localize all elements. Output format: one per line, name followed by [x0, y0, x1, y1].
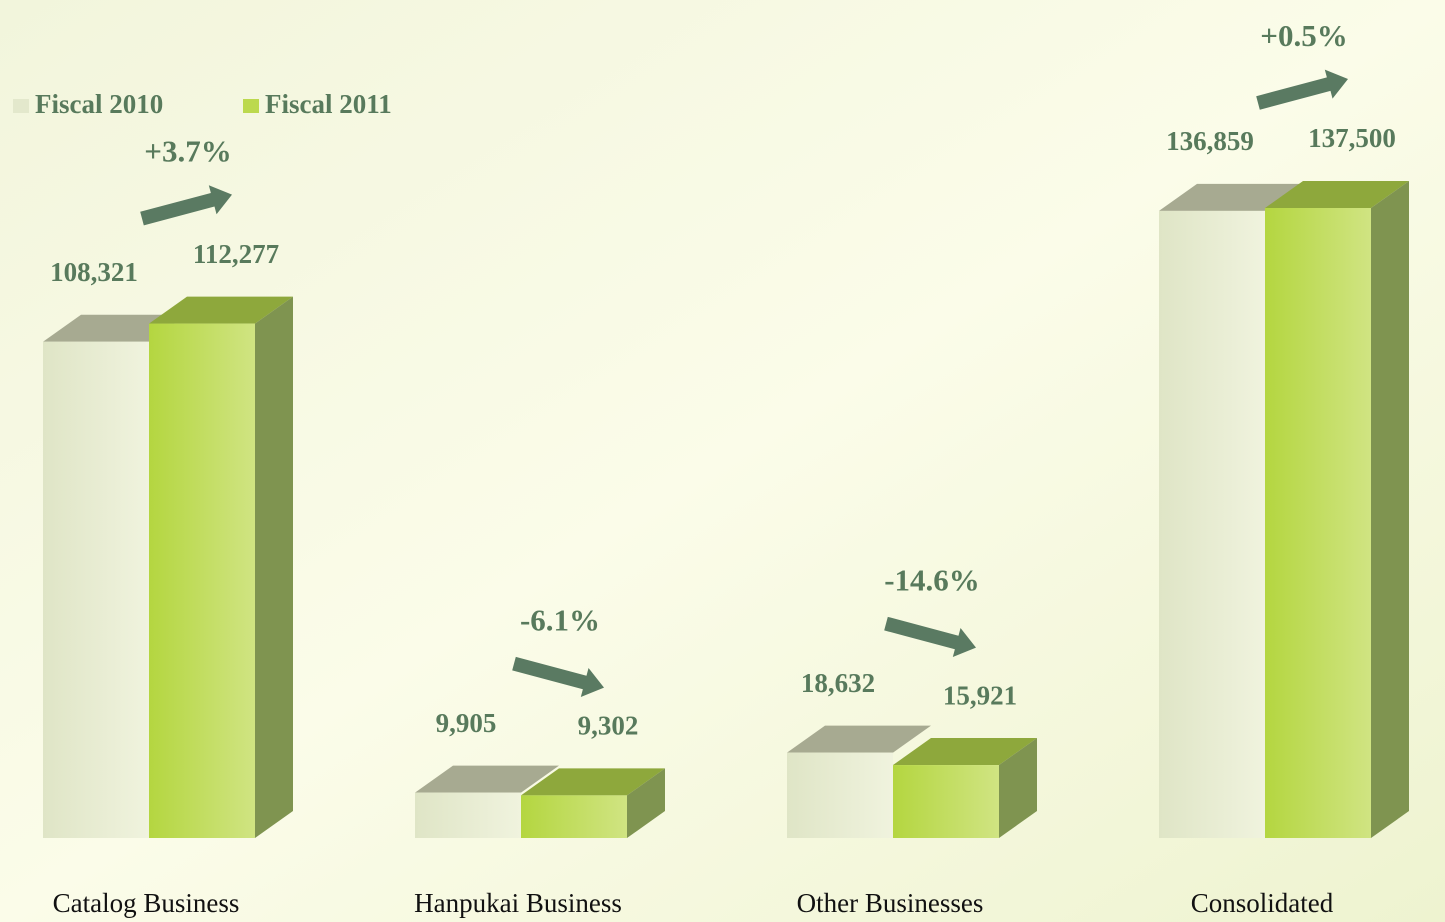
legend-swatch	[243, 99, 259, 113]
value-label: 15,921	[943, 680, 1017, 710]
category-label: Other Businesses	[797, 888, 984, 918]
arrow-shape	[140, 185, 233, 226]
bar-top	[521, 768, 665, 796]
bar	[43, 341, 149, 838]
bar-side	[255, 296, 293, 838]
arrow-shape	[884, 616, 977, 657]
bar-top	[149, 296, 293, 324]
category-label: Catalog Business	[53, 888, 240, 918]
legend-swatch	[13, 99, 29, 113]
bar	[521, 795, 627, 838]
change-label: +3.7%	[144, 134, 231, 169]
bar-side	[627, 768, 665, 838]
bar-top	[415, 765, 559, 793]
value-label: 112,277	[193, 239, 279, 269]
change-label: -6.1%	[520, 603, 600, 638]
bar	[415, 792, 521, 838]
change-label: -14.6%	[884, 563, 980, 598]
category-label: Consolidated	[1191, 888, 1334, 918]
value-label: 137,500	[1308, 123, 1396, 153]
bar	[1265, 208, 1371, 838]
value-label: 9,302	[578, 711, 639, 741]
bar-top	[787, 725, 931, 753]
arrow-shape	[512, 656, 605, 697]
bar	[1159, 210, 1265, 838]
value-label: 9,905	[436, 708, 497, 738]
change-arrow	[884, 616, 977, 657]
bar-side	[999, 738, 1037, 838]
bar	[149, 323, 255, 838]
bar-side	[1371, 181, 1409, 838]
value-label: 18,632	[801, 668, 875, 698]
bar	[893, 765, 999, 838]
legend-label: Fiscal 2011	[265, 89, 392, 119]
legend-label: Fiscal 2010	[35, 89, 163, 119]
value-label: 136,859	[1166, 126, 1254, 156]
change-arrow	[1256, 69, 1349, 110]
change-arrow	[512, 656, 605, 697]
value-label: 108,321	[50, 257, 138, 287]
bar-top	[1159, 183, 1303, 211]
bar	[787, 752, 893, 838]
change-label: +0.5%	[1260, 18, 1347, 53]
bar-top	[893, 738, 1037, 766]
bar-top	[1265, 181, 1409, 208]
category-label: Hanpukai Business	[414, 888, 622, 918]
change-arrow	[140, 185, 233, 226]
arrow-shape	[1256, 69, 1349, 110]
